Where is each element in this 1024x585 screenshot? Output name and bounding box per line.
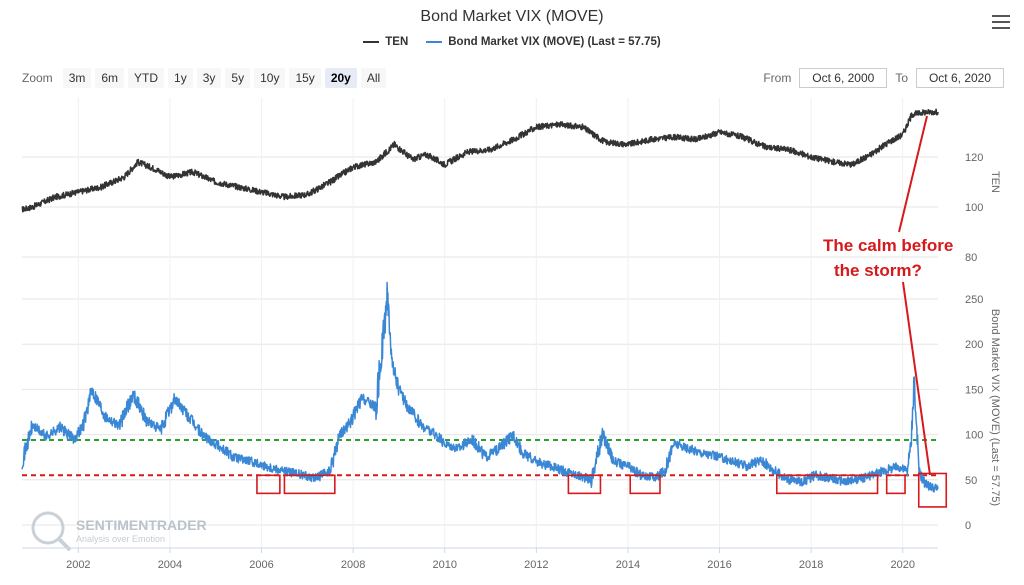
y-tick-label: 50 <box>965 475 977 487</box>
x-tick-label: 2020 <box>890 559 914 571</box>
legend-swatch-ten <box>363 41 380 43</box>
y-tick-label: 100 <box>965 202 983 214</box>
annotation-line-2: the storm? <box>834 261 922 280</box>
highlight-box <box>775 474 879 495</box>
series-line-move <box>21 281 939 493</box>
highlight-box <box>917 472 948 508</box>
axes: 80 100 120 TEN 0 50 100 150 200 250 Bond Market VI… <box>22 152 1001 571</box>
from-date-input[interactable]: Oct 6, 2000 <box>799 68 888 88</box>
zoom-button-5y[interactable]: 5y <box>225 68 251 88</box>
date-range: From Oct 6, 2000 To Oct 6, 2020 <box>763 68 1004 88</box>
hamburger-menu-icon[interactable] <box>992 15 1010 29</box>
chart-title: Bond Market VIX (MOVE) <box>420 8 604 25</box>
x-tick-label: 2014 <box>616 559 640 571</box>
zoom-button-20y[interactable]: 20y <box>324 68 357 88</box>
watermark: SENTIMENTRADER Analysis over Emotion <box>31 511 207 552</box>
series-lines <box>21 108 939 493</box>
highlight-box <box>885 474 906 495</box>
y-tick-label: 100 <box>965 430 983 442</box>
highlight-box <box>256 474 281 495</box>
reference-lines <box>22 439 938 477</box>
zoom-button-6m[interactable]: 6m <box>95 68 125 88</box>
x-tick-label: 2006 <box>249 559 273 571</box>
highlight-box <box>629 474 661 495</box>
y-tick-label: 120 <box>965 152 983 164</box>
zoom-label: Zoom <box>22 71 53 85</box>
highlight-box <box>283 474 336 495</box>
y-axis-label-ten: TEN <box>989 171 1001 193</box>
x-tick-label: 2010 <box>432 559 456 571</box>
legend-label-ten: TEN <box>385 36 409 48</box>
zoom-button-10y[interactable]: 10y <box>254 68 286 88</box>
y-tick-label: 200 <box>965 339 983 351</box>
grid-lines <box>22 98 938 548</box>
highlight-boxes <box>256 472 948 508</box>
y-tick-label: 250 <box>965 294 983 306</box>
legend-item-move[interactable]: Bond Market VIX (MOVE) (Last = 57.75) <box>426 36 661 48</box>
watermark-name: SENTIMENTRADER <box>76 517 207 533</box>
zoom-button-3y[interactable]: 3y <box>196 68 222 88</box>
zoom-bar: Zoom 3m 6m YTD 1y 3y 5y 10y 15y 20y All <box>22 68 387 88</box>
annotation-arrow-top <box>898 115 928 233</box>
legend-item-ten[interactable]: TEN <box>363 36 408 48</box>
zoom-button-3m[interactable]: 3m <box>62 68 92 88</box>
to-date-input[interactable]: Oct 6, 2020 <box>916 68 1004 88</box>
zoom-button-ytd[interactable]: YTD <box>128 68 165 88</box>
y-axis-label-move: Bond Market VIX (MOVE) (Last = 57.75) <box>989 309 1001 506</box>
x-tick-label: 2008 <box>341 559 365 571</box>
zoom-button-15y[interactable]: 15y <box>289 68 321 88</box>
legend: TEN Bond Market VIX (MOVE) (Last = 57.75… <box>0 36 1024 48</box>
annotation-arrow-bottom <box>902 281 931 476</box>
zoom-button-all[interactable]: All <box>360 68 387 88</box>
watermark-logo-icon <box>31 511 65 545</box>
x-tick-label: 2004 <box>158 559 182 571</box>
y-tick-label: 80 <box>965 252 977 264</box>
x-tick-label: 2016 <box>707 559 731 571</box>
zoom-button-1y[interactable]: 1y <box>168 68 193 88</box>
to-label: To <box>895 71 908 85</box>
legend-label-move: Bond Market VIX (MOVE) (Last = 57.75) <box>448 36 661 48</box>
x-tick-label: 2002 <box>66 559 90 571</box>
x-tick-label: 2012 <box>524 559 548 571</box>
legend-swatch-move <box>426 41 443 43</box>
y-tick-label: 0 <box>965 520 971 532</box>
annotation-line-1: The calm before <box>823 236 953 255</box>
annotation: The calm before the storm? <box>823 115 953 476</box>
y-tick-label: 150 <box>965 384 983 396</box>
watermark-tagline: Analysis over Emotion <box>76 534 165 544</box>
highlight-box <box>567 474 602 495</box>
x-tick-label: 2018 <box>799 559 823 571</box>
series-line-ten <box>21 108 939 213</box>
from-label: From <box>763 71 792 85</box>
